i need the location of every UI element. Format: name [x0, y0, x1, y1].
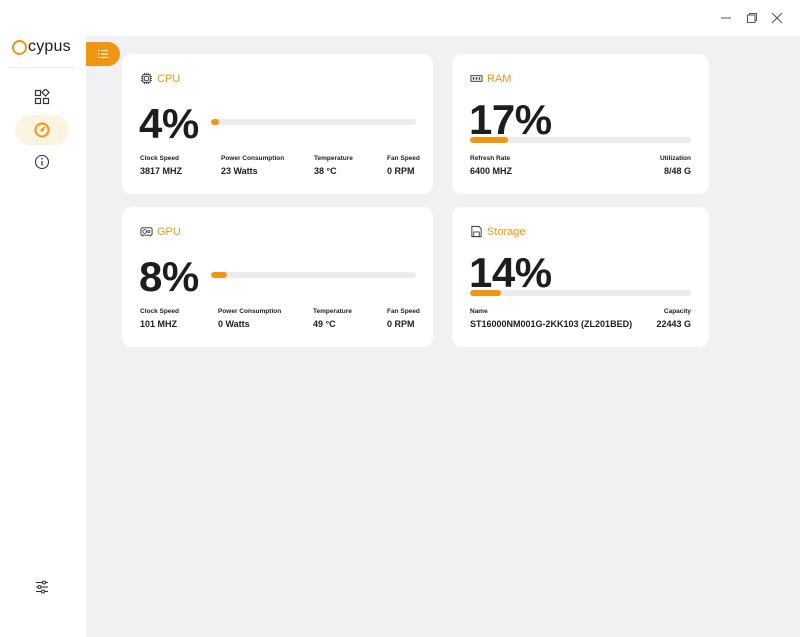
sidebar-item-settings[interactable]: [15, 572, 69, 602]
gpu-card-header: GPU: [140, 225, 181, 238]
stat-value: 23 Watts: [221, 166, 258, 176]
cpu-usage-percent: 4%: [139, 100, 199, 147]
gpu-clock-speed: Clock Speed 101 MHZ: [140, 308, 179, 329]
stat-value: 0 Watts: [218, 319, 250, 329]
stat-value: 6400 MHZ: [470, 166, 513, 176]
dashboard-grid-icon: [34, 89, 50, 105]
storage-usage-bar: [470, 290, 691, 296]
cpu-power-consumption: Power Consumption 23 Watts: [221, 155, 284, 176]
list-menu-icon: [98, 49, 108, 59]
gpu-card: GPU 8% Clock Speed 101 MHZ Power Consump…: [122, 207, 433, 347]
cpu-temperature: Temperature 38 °C: [314, 155, 353, 176]
stat-label: Clock Speed: [140, 155, 180, 162]
gpu-fan-speed: Fan Speed 0 RPM: [387, 308, 420, 329]
sidebar-item-info[interactable]: [15, 147, 69, 177]
gauge-icon: [34, 122, 50, 138]
stat-value: 22443 G: [656, 319, 691, 329]
ram-refresh-rate: Refresh Rate 6400 MHZ: [470, 155, 512, 176]
stat-value: 0 RPM: [387, 166, 415, 176]
ram-usage-bar: [470, 137, 691, 143]
ram-card: RAM 17% Refresh Rate 6400 MHZ Utilizatio…: [452, 54, 709, 194]
stat-label: Refresh Rate: [470, 155, 511, 162]
cpu-clock-speed: Clock Speed 3817 MHZ: [140, 155, 182, 176]
stat-value: 8/48 G: [663, 166, 691, 176]
ram-card-header: RAM: [470, 72, 511, 85]
stat-label: Temperature: [314, 155, 353, 162]
stat-label: Clock Speed: [140, 308, 180, 315]
sidebar-divider: [10, 67, 76, 68]
stat-label: Fan Speed: [387, 308, 420, 315]
sidebar-item-dashboard[interactable]: [15, 82, 69, 112]
storage-capacity: Capacity 22443 G: [656, 308, 691, 329]
cpu-title: CPU: [157, 72, 181, 85]
close-button[interactable]: [762, 6, 792, 30]
cpu-fan-speed: Fan Speed 0 RPM: [387, 155, 420, 176]
stat-value: 101 MHZ: [140, 319, 178, 329]
cpu-chip-icon: [140, 72, 153, 85]
app-logo: cypus: [12, 36, 71, 58]
storage-card-header: Storage: [470, 225, 526, 238]
cpu-usage-bar: [211, 119, 416, 125]
minimize-button[interactable]: [711, 6, 741, 30]
cpu-card-header: CPU: [140, 72, 180, 85]
stat-label: Name: [470, 308, 488, 315]
sidebar: cypus: [0, 0, 86, 637]
info-icon: [34, 154, 50, 170]
restore-icon: [747, 13, 757, 23]
logo-ring-icon: [12, 39, 27, 55]
gpu-usage-fill: [211, 272, 228, 278]
stat-label: Utilization: [659, 155, 691, 162]
storage-title: Storage: [487, 225, 526, 238]
storage-card: Storage 14% Name ST16000NM001G-2KK103 (Z…: [452, 207, 709, 347]
cpu-usage-fill: [211, 119, 220, 125]
cpu-card: CPU 4% Clock Speed 3817 MHZ Power Consum…: [122, 54, 433, 194]
ram-usage-fill: [470, 137, 508, 143]
sliders-icon: [36, 580, 48, 594]
storage-usage-fill: [470, 290, 501, 296]
gpu-usage-bar: [211, 272, 416, 278]
stat-value: 38 °C: [314, 166, 337, 176]
restore-button[interactable]: [737, 6, 767, 30]
sidebar-item-monitor[interactable]: [15, 115, 69, 145]
close-icon: [771, 12, 783, 24]
storage-usage-percent: 14%: [469, 249, 552, 296]
gpu-usage-percent: 8%: [139, 253, 199, 300]
stat-label: Capacity: [663, 308, 691, 315]
ram-module-icon: [470, 75, 483, 82]
gpu-title: GPU: [157, 225, 181, 238]
storage-name: Name ST16000NM001G-2KK103 (ZL201BED): [470, 308, 632, 329]
stat-label: Temperature: [313, 308, 352, 315]
stat-label: Power Consumption: [221, 155, 285, 162]
logo-text: cypus: [28, 38, 71, 55]
ram-usage-percent: 17%: [469, 96, 552, 143]
gpu-card-icon: [140, 227, 153, 237]
title-bar: [0, 0, 800, 36]
menu-toggle-button[interactable]: [86, 42, 120, 66]
gpu-power-consumption: Power Consumption 0 Watts: [218, 308, 281, 329]
stat-label: Fan Speed: [387, 155, 420, 162]
minimize-icon: [721, 17, 731, 19]
stat-value: 49 °C: [313, 319, 336, 329]
stat-value: 3817 MHZ: [140, 166, 183, 176]
stat-value: ST16000NM001G-2KK103 (ZL201BED): [470, 319, 633, 329]
ram-utilization: Utilization 8/48 G: [660, 155, 691, 176]
ram-title: RAM: [487, 72, 512, 85]
gpu-temperature: Temperature 49 °C: [313, 308, 352, 329]
stat-value: 0 RPM: [387, 319, 415, 329]
stat-label: Power Consumption: [218, 308, 282, 315]
storage-drive-icon: [471, 225, 482, 238]
